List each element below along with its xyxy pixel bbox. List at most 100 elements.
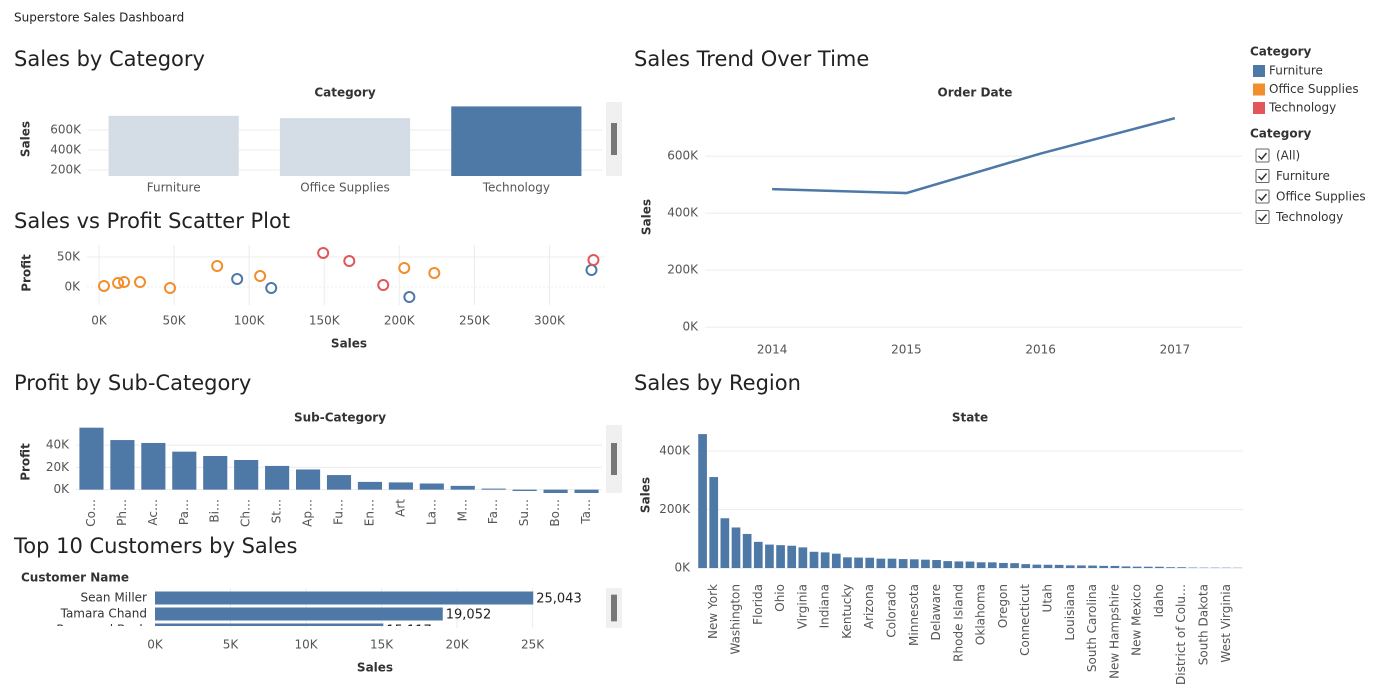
scatter-point[interactable]: [265, 282, 278, 295]
bar[interactable]: [809, 551, 819, 569]
scatter-point[interactable]: [587, 254, 600, 266]
checkbox[interactable]: [1255, 169, 1270, 183]
bar[interactable]: [898, 559, 908, 569]
bar[interactable]: [234, 460, 259, 490]
bar[interactable]: [295, 469, 321, 490]
scatter-point[interactable]: [585, 264, 598, 277]
bar[interactable]: [698, 434, 707, 569]
bar[interactable]: [865, 557, 875, 569]
bar[interactable]: [742, 533, 752, 569]
bar[interactable]: [731, 527, 741, 569]
bar[interactable]: [798, 547, 808, 569]
scatter-point[interactable]: [231, 273, 244, 286]
scatter-point[interactable]: [317, 246, 330, 259]
bar[interactable]: [1043, 564, 1053, 569]
bar[interactable]: [1121, 566, 1131, 569]
bar[interactable]: [1088, 565, 1097, 569]
scatter-point[interactable]: [112, 276, 125, 289]
bar[interactable]: [155, 591, 534, 605]
scatter-point[interactable]: [428, 267, 441, 280]
bar[interactable]: [876, 558, 886, 569]
bar[interactable]: [1143, 566, 1153, 569]
bar[interactable]: [172, 451, 197, 490]
scatter-point[interactable]: [97, 279, 110, 292]
legend-entry: Office Supplies: [1269, 82, 1359, 96]
bar[interactable]: [450, 485, 475, 490]
scatter-point[interactable]: [377, 279, 390, 292]
bar[interactable]: [1010, 563, 1019, 569]
bar[interactable]: [965, 561, 975, 569]
bar[interactable]: [326, 475, 352, 490]
filter-option[interactable]: Furniture: [1276, 169, 1330, 183]
scrollbar-thumb[interactable]: [611, 123, 617, 155]
scrollbar-thumb[interactable]: [611, 443, 617, 475]
bar[interactable]: [720, 518, 730, 569]
bar[interactable]: [481, 488, 506, 490]
chart-title: Top 10 Customers by Sales: [13, 534, 297, 558]
filter-option[interactable]: Technology: [1275, 210, 1343, 224]
bar[interactable]: [843, 557, 852, 569]
scatter-point[interactable]: [254, 270, 267, 283]
scatter-point[interactable]: [211, 260, 224, 272]
bar[interactable]: [943, 561, 953, 569]
scatter-point[interactable]: [343, 255, 356, 268]
bar[interactable]: [921, 559, 930, 569]
checkbox[interactable]: [1255, 148, 1270, 163]
bar[interactable]: [1065, 565, 1075, 569]
bar[interactable]: [753, 541, 763, 569]
scrollbar-thumb[interactable]: [611, 594, 617, 622]
x-tick-label: Technology: [482, 181, 550, 195]
scatter-point[interactable]: [403, 291, 416, 304]
bar[interactable]: [357, 481, 383, 490]
bar[interactable]: [831, 553, 841, 569]
bar[interactable]: [1155, 566, 1164, 569]
scatter-point[interactable]: [164, 282, 177, 295]
bar[interactable]: [987, 562, 997, 569]
legend-entry: Furniture: [1269, 64, 1323, 78]
bar[interactable]: [776, 545, 785, 569]
bar[interactable]: [265, 465, 290, 490]
checkbox[interactable]: [1255, 189, 1270, 204]
bar[interactable]: [1021, 564, 1031, 569]
bar[interactable]: [909, 559, 919, 569]
bar[interactable]: [954, 561, 964, 569]
bar[interactable]: [574, 489, 599, 510]
bar[interactable]: [709, 477, 719, 569]
bar[interactable]: [1166, 567, 1175, 569]
bar[interactable]: [155, 623, 384, 637]
scatter-point[interactable]: [398, 261, 411, 274]
bar[interactable]: [1132, 566, 1142, 569]
bar[interactable]: [451, 106, 582, 176]
bar[interactable]: [141, 442, 166, 490]
bar[interactable]: [1099, 565, 1109, 569]
x-tick-label: 2016: [1025, 343, 1056, 357]
bar[interactable]: [512, 489, 537, 491]
bar[interactable]: [854, 557, 863, 569]
bar[interactable]: [543, 489, 568, 494]
bar[interactable]: [765, 544, 774, 569]
bar[interactable]: [1177, 567, 1187, 569]
bar[interactable]: [820, 552, 830, 569]
bar[interactable]: [976, 562, 986, 569]
scatter-point[interactable]: [118, 276, 131, 289]
bar[interactable]: [1110, 565, 1120, 569]
bar[interactable]: [110, 440, 135, 490]
bar[interactable]: [419, 483, 444, 490]
filter-option[interactable]: (All): [1276, 149, 1300, 163]
bar[interactable]: [1032, 564, 1042, 569]
bar[interactable]: [203, 455, 228, 490]
bar[interactable]: [1054, 564, 1064, 569]
checkbox[interactable]: [1255, 210, 1270, 224]
bar[interactable]: [787, 545, 797, 569]
bar[interactable]: [155, 607, 443, 621]
bar[interactable]: [108, 115, 239, 176]
bar[interactable]: [388, 482, 413, 490]
bar[interactable]: [79, 427, 104, 490]
filter-option[interactable]: Office Supplies: [1276, 190, 1366, 204]
bar[interactable]: [999, 562, 1008, 569]
bar[interactable]: [279, 118, 411, 176]
bar[interactable]: [1077, 565, 1086, 569]
bar[interactable]: [932, 560, 941, 569]
scatter-point[interactable]: [134, 276, 147, 289]
bar[interactable]: [887, 558, 897, 569]
